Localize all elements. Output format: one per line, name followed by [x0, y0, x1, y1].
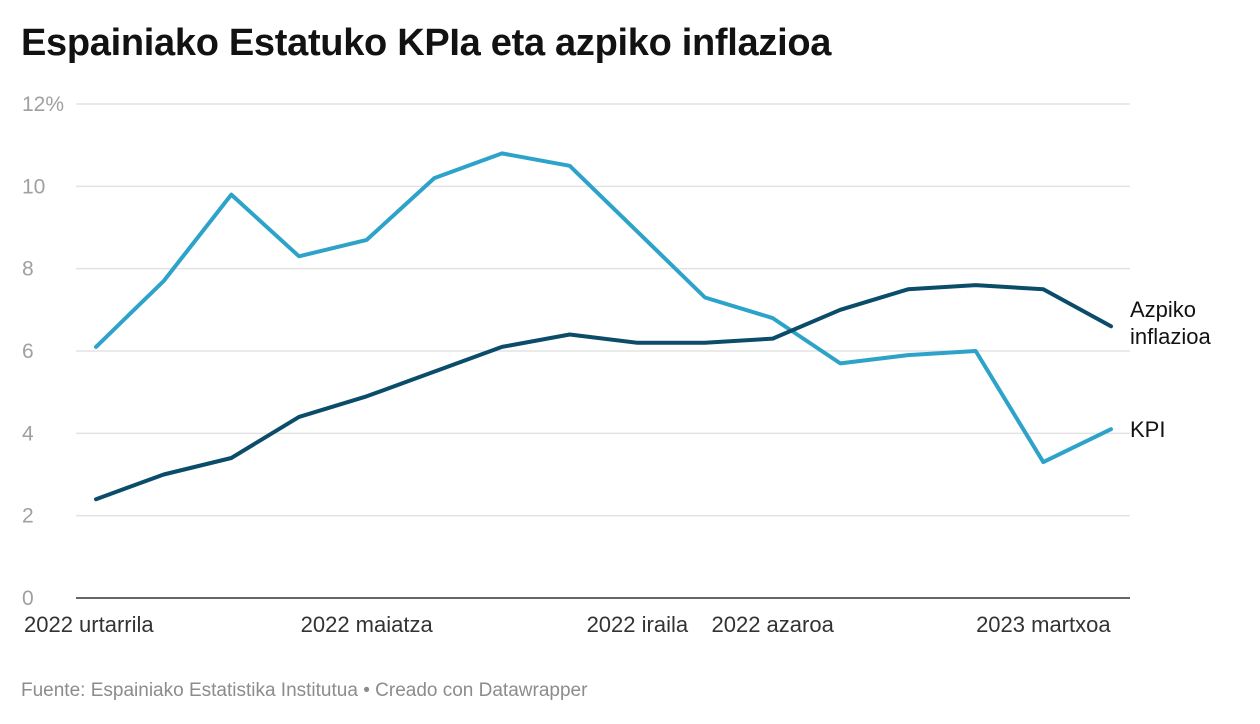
y-tick-label: 10 [22, 175, 45, 198]
y-tick-label: 6 [22, 340, 34, 363]
series-lines [94, 151, 1113, 502]
x-tick-label: 2023 martxoa [976, 612, 1111, 637]
source-link[interactable]: Espainiako Estatistika Institutua [90, 680, 358, 701]
y-tick-label: 4 [22, 422, 34, 445]
series-label: Azpiko inflazioa [1130, 297, 1211, 349]
chart-title: Espainiako Estatuko KPIa eta azpiko infl… [21, 22, 832, 64]
x-tick-label: 2022 maiatza [301, 612, 434, 637]
y-tick-label: 0 [22, 587, 34, 610]
series-labels: KPI Azpiko inflazioa [1130, 297, 1211, 442]
x-tick-label: 2022 urtarrila [24, 612, 154, 637]
x-tick-label: 2022 iraila [587, 612, 689, 637]
chart-footer: Fuente: Espainiako Estatistika Institutu… [21, 680, 587, 702]
credit-link[interactable]: Creado con Datawrapper [375, 680, 588, 701]
footer-separator: • [363, 680, 370, 701]
x-tick-label: 2022 azaroa [712, 612, 835, 637]
series-label: KPI [1130, 417, 1165, 442]
y-tick-label: 12% [22, 93, 64, 116]
y-axis-ticks: 0 2 4 6 8 10 12% [22, 93, 64, 610]
y-tick-label: 8 [22, 258, 34, 281]
series-line-azpiko-inflazioa [94, 283, 1113, 502]
x-axis-ticks: 2022 urtarrila 2022 maiatza 2022 iraila 202… [24, 612, 1111, 637]
gridlines [76, 103, 1130, 599]
y-tick-label: 2 [22, 505, 34, 528]
series-line-kpi [94, 151, 1113, 465]
source-prefix: Fuente: [21, 680, 86, 701]
